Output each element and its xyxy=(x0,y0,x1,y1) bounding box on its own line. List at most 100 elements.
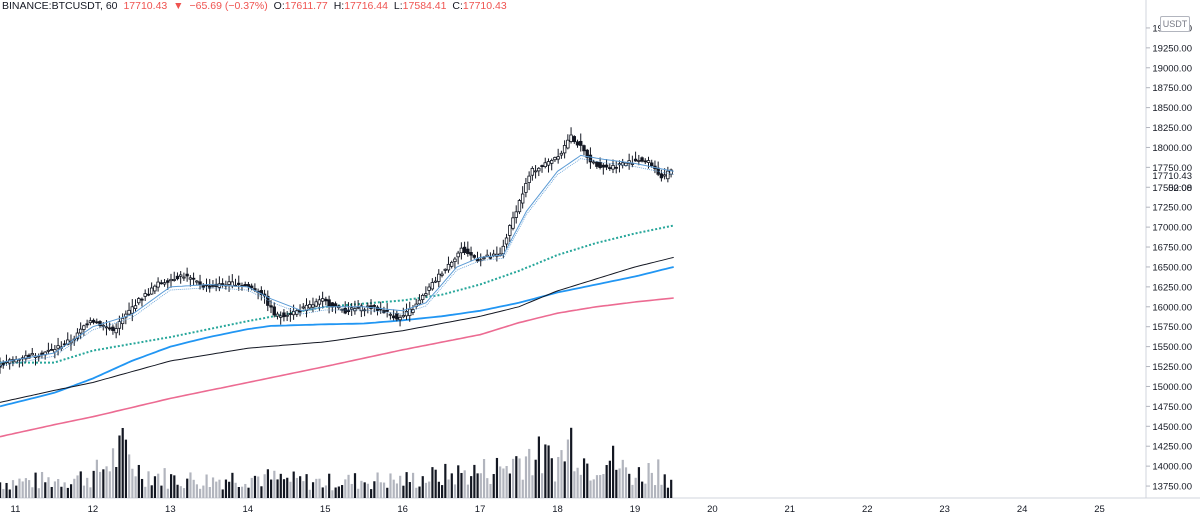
candle-body xyxy=(46,349,51,352)
candle-body xyxy=(446,263,451,271)
volume-bar xyxy=(315,478,318,498)
candle-body xyxy=(333,303,338,307)
candle-body xyxy=(598,162,602,168)
candle-body xyxy=(162,282,167,285)
volume-bar xyxy=(528,448,531,498)
volume-bar xyxy=(592,479,595,498)
candle-body xyxy=(237,282,241,285)
candle-body xyxy=(40,352,44,356)
volume-bar xyxy=(73,478,76,498)
candle-body xyxy=(140,298,144,301)
candle-body xyxy=(520,193,525,204)
volume-bar xyxy=(228,481,231,498)
candle-body xyxy=(437,273,441,282)
y-tick-label: 18250.00 xyxy=(1152,123,1192,134)
volume-bar xyxy=(347,474,350,498)
candle-body xyxy=(404,310,409,317)
volume-bar xyxy=(421,476,424,498)
candle-body xyxy=(511,217,515,229)
volume-bar xyxy=(205,474,208,498)
volume-bar xyxy=(182,488,186,498)
candle-body xyxy=(550,160,554,164)
volume-bar xyxy=(531,475,534,498)
volume-bar xyxy=(350,483,353,498)
volume-bar xyxy=(563,461,566,498)
volume-bar xyxy=(115,466,118,498)
volume-bar xyxy=(244,483,247,498)
volume-bar xyxy=(250,477,253,498)
volume-bar xyxy=(102,469,105,498)
y-tick-label: 17500.00 xyxy=(1152,183,1192,194)
volume-bar xyxy=(224,479,228,498)
volume-bar xyxy=(541,473,544,498)
volume-bar xyxy=(215,481,218,498)
candle-body xyxy=(537,167,541,172)
volume-bar xyxy=(495,457,499,498)
volume-bar xyxy=(624,467,628,498)
volume-bar xyxy=(670,479,673,498)
volume-bar xyxy=(263,474,266,498)
volume-bar xyxy=(515,456,518,498)
volume-bar xyxy=(34,472,37,498)
candle-body xyxy=(266,295,270,306)
candle-body xyxy=(178,274,183,277)
volume-bar xyxy=(279,473,282,498)
volume-bar xyxy=(286,477,289,498)
candle-body xyxy=(643,160,647,163)
volume-bar xyxy=(234,482,237,498)
volume-bar xyxy=(499,466,502,498)
volume-bar xyxy=(521,479,524,498)
volume-bar xyxy=(163,468,166,498)
currency-button[interactable]: USDT xyxy=(1160,16,1190,32)
y-tick-label: 13750.00 xyxy=(1152,482,1192,493)
volume-bar xyxy=(605,465,608,498)
volume-bar xyxy=(108,471,111,498)
volume-bar xyxy=(328,473,331,498)
candle-body xyxy=(169,278,173,282)
volume-bar xyxy=(395,483,399,498)
volume-bar xyxy=(424,482,428,498)
volume-bar xyxy=(60,486,63,498)
candle-body xyxy=(566,139,570,149)
volume-bar xyxy=(570,427,573,498)
candle-body xyxy=(411,309,415,313)
y-tick-label: 14500.00 xyxy=(1152,422,1192,433)
candle-body xyxy=(285,314,289,317)
symbol-label: BINANCE:BTCUSDT, 60 xyxy=(2,0,118,12)
candle-body xyxy=(472,255,476,258)
volume-bar xyxy=(399,475,402,498)
candle-body xyxy=(504,237,509,245)
candle-body xyxy=(172,279,176,281)
volume-bar xyxy=(508,473,511,498)
candle-body xyxy=(572,136,576,143)
volume-bar xyxy=(460,472,463,498)
volume-bar xyxy=(560,450,563,498)
volume-bar xyxy=(379,482,382,498)
volume-bar xyxy=(576,467,579,498)
candle-body xyxy=(662,174,667,177)
candle-body xyxy=(395,313,399,320)
candle-body xyxy=(562,145,567,154)
candle-body xyxy=(659,173,664,179)
volume-bar xyxy=(582,458,586,498)
candle-body xyxy=(650,162,654,166)
candle-body xyxy=(388,313,393,316)
candle-body xyxy=(620,162,625,166)
candle-body xyxy=(117,321,122,329)
volume-bar xyxy=(492,474,495,498)
candle-body xyxy=(588,154,593,163)
candle-body xyxy=(637,160,641,162)
candle-body xyxy=(191,277,196,280)
candle-body xyxy=(156,281,160,288)
volume-bar xyxy=(579,474,582,498)
candle-body xyxy=(553,157,557,161)
x-tick-label: 24 xyxy=(1017,504,1028,515)
y-tick-label: 14250.00 xyxy=(1152,442,1192,453)
volume-bar xyxy=(650,472,653,498)
candle-body xyxy=(424,293,428,296)
volume-bar xyxy=(550,458,553,498)
candle-body xyxy=(208,285,212,289)
volume-bar xyxy=(276,479,279,498)
